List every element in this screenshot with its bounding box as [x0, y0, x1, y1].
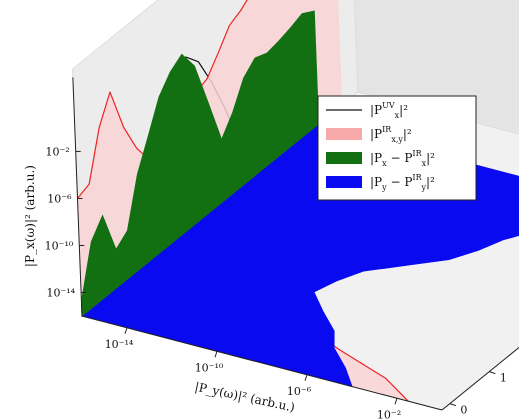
z-axis-label: |P_x(ω)|² (arb.u.) [23, 165, 37, 267]
x-axis-line [441, 346, 519, 411]
legend-label-part: y [420, 183, 426, 192]
legend-label-part: |² [399, 103, 408, 117]
legend-label-part: |² [426, 151, 435, 165]
legend-label-part: x [382, 159, 387, 168]
x-tick-label: 1 [500, 372, 507, 385]
x-tick-mark [489, 371, 496, 375]
z-axis-line [72, 77, 83, 317]
legend-label-part: x [422, 159, 427, 168]
z-tick-label: 10⁻⁶ [47, 192, 72, 205]
z-tick-label: 10⁻¹⁴ [46, 286, 75, 299]
legend-label-part: |² [403, 127, 412, 141]
legend-label: |Py − PIRy|² [370, 173, 435, 192]
legend-label-part: y [381, 183, 387, 192]
legend-label-part: |P [370, 127, 382, 141]
legend-label-part: − P [387, 175, 413, 189]
z-tick-label: 10⁻² [45, 145, 69, 158]
legend-label: |PIRx,y|² [370, 125, 412, 144]
legend-label-part: IR [382, 125, 392, 134]
legend-label: |Px − PIRx|² [370, 149, 435, 168]
y-tick-label: 10⁻² [377, 408, 401, 420]
z-tick-label: 10⁻¹⁰ [45, 239, 74, 252]
y-tick-label: 10⁻¹⁴ [105, 338, 134, 351]
y-axis-line [81, 315, 443, 411]
legend-label-part: |² [426, 175, 435, 189]
y-tick-label: 10⁻¹⁰ [195, 361, 224, 374]
y-tick-mark [124, 327, 128, 334]
legend-label-part: |P [370, 151, 382, 165]
x-tick-mark [449, 403, 457, 407]
legend-label-part: x [395, 111, 400, 120]
legend-label-part: |P [370, 175, 382, 189]
legend-swatch [326, 176, 362, 188]
y-tick-label: 10⁻⁶ [287, 385, 312, 398]
legend-label-part: IR [412, 173, 422, 182]
legend-label-part: UV [382, 101, 395, 110]
legend: |PUVx|²|PIRx,y|²|Px − PIRx|²|Py − PIRy|² [317, 95, 477, 201]
series-3-area [80, 10, 320, 318]
y-tick-mark [394, 398, 398, 405]
y-axis-label: |P_y(ω)|² (arb.u.) [193, 380, 296, 415]
legend-swatch [326, 152, 362, 164]
legend-label: |PUVx|² [370, 101, 408, 120]
legend-label-part: − P [387, 151, 413, 165]
legend-swatch [326, 128, 362, 140]
legend-label-part: |P [370, 103, 382, 117]
y-tick-mark [304, 374, 308, 381]
x-tick-label: 0 [460, 404, 467, 417]
legend-label-part: IR [412, 149, 422, 158]
legend-label-part: x,y [391, 135, 403, 144]
series-1-line [77, 0, 248, 199]
y-tick-mark [214, 351, 218, 358]
